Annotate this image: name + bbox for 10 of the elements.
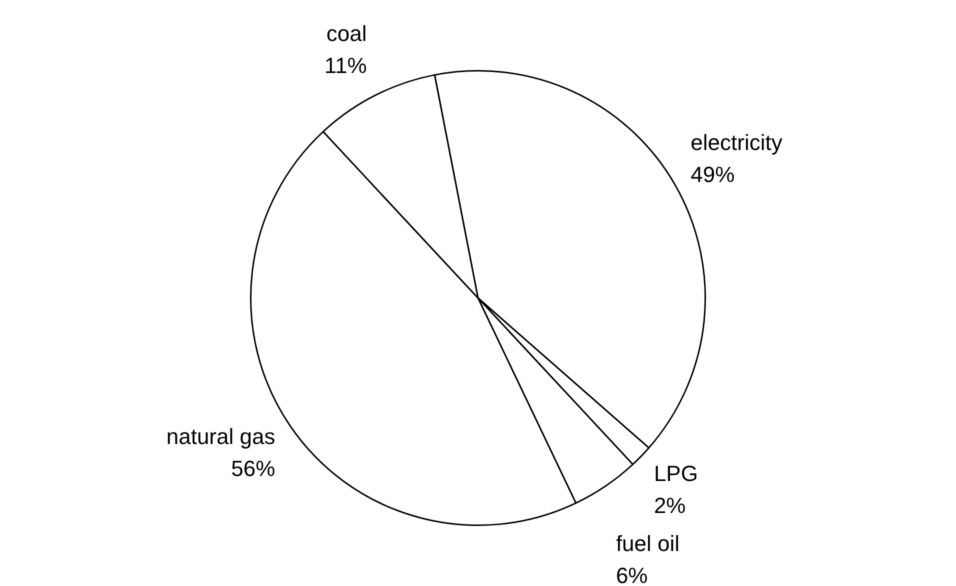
slice-label: electricity (690, 130, 782, 155)
data-label: 6% (616, 563, 648, 586)
data-label: 2% (654, 493, 686, 518)
slice-label: LPG (654, 461, 698, 486)
data-label: 56% (231, 456, 276, 482)
slice-label: coal (326, 20, 367, 46)
data-label: 49% (690, 162, 735, 187)
data-label: 11% (324, 52, 367, 78)
slice-label: natural gas (166, 424, 276, 450)
slice-label: fuel oil (616, 531, 680, 556)
